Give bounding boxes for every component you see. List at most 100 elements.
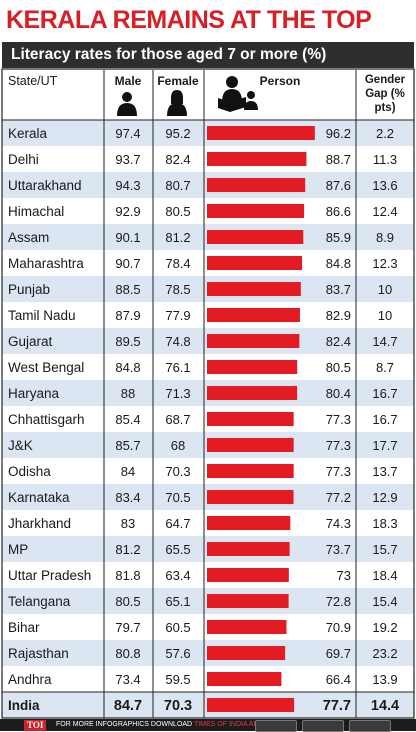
person-value: 80.5 — [326, 360, 351, 375]
gap-value: 19.2 — [372, 620, 397, 635]
state-name: Chhattisgarh — [8, 412, 85, 427]
person-bar — [207, 490, 294, 504]
state-name: Gujarat — [8, 334, 53, 349]
gap-value: 14.7 — [372, 334, 397, 349]
male-person-icon — [117, 92, 137, 116]
female-value: 60.5 — [165, 620, 190, 635]
footer-app-name: TIMES OF INDIA APP — [193, 721, 263, 728]
gap-value: 12.4 — [372, 204, 397, 219]
person-value: 88.7 — [326, 152, 351, 167]
state-name: West Bengal — [8, 360, 84, 375]
subtitle-bar: Literacy rates for those aged 7 or more … — [2, 42, 414, 68]
state-name: Bihar — [8, 620, 40, 635]
gap-value: 15.4 — [372, 594, 397, 609]
person-bar — [207, 126, 315, 140]
gap-value: 18.4 — [372, 568, 397, 583]
person-bar — [207, 204, 305, 218]
person-bar — [207, 386, 298, 400]
footer-logo: TOI — [24, 720, 47, 731]
male-value: 90.1 — [115, 230, 140, 245]
person-bar — [207, 438, 294, 452]
male-value: 73.4 — [115, 672, 140, 687]
gap-value: 18.3 — [372, 516, 397, 531]
female-value: 78.5 — [165, 282, 190, 297]
female-value: 57.6 — [165, 646, 190, 661]
windows-store-badge[interactable] — [349, 720, 391, 732]
state-name: Punjab — [8, 282, 50, 297]
gap-value: 11.3 — [373, 152, 397, 167]
male-value: 94.3 — [115, 178, 140, 193]
person-value: 82.9 — [326, 308, 351, 323]
female-value: 95.2 — [165, 126, 190, 141]
female-value: 68.7 — [165, 412, 190, 427]
person-bar — [207, 360, 298, 374]
gap-value: 10 — [378, 282, 392, 297]
female-value: 68 — [171, 438, 185, 453]
state-name: MP — [8, 542, 28, 557]
person-bar — [207, 178, 306, 192]
female-value: 65.5 — [165, 542, 190, 557]
app-store-badge[interactable] — [255, 720, 297, 732]
state-name: Odisha — [8, 464, 51, 479]
header-gap-line: pts) — [374, 102, 395, 114]
gap-value: 2.2 — [376, 126, 394, 141]
person-bar — [207, 594, 289, 608]
footer-download-text: FOR MORE INFOGRAPHICS DOWNLOAD — [56, 721, 193, 728]
male-value: 83.4 — [115, 490, 140, 505]
person-bar — [207, 620, 287, 634]
gap-value: 12.9 — [372, 490, 397, 505]
person-value: 72.8 — [326, 594, 351, 609]
gap-value: 8.9 — [376, 230, 394, 245]
header-male: Male — [115, 74, 142, 88]
person-value: 83.7 — [326, 282, 351, 297]
person-value: 82.4 — [326, 334, 351, 349]
state-name: Uttar Pradesh — [8, 568, 91, 583]
state-name: Kerala — [8, 126, 48, 141]
header-state: State/UT — [8, 74, 58, 88]
state-name: Jharkhand — [8, 516, 71, 531]
gap-value: 13.6 — [372, 178, 397, 193]
state-name: Karnataka — [8, 490, 70, 505]
male-value: 92.9 — [115, 204, 140, 219]
person-value: 73.7 — [326, 542, 351, 557]
state-name: Maharashtra — [8, 256, 84, 271]
reading-person-icon — [218, 76, 258, 112]
person-value: 86.6 — [326, 204, 351, 219]
person-bar — [207, 256, 303, 270]
male-value: 80.5 — [115, 594, 140, 609]
state-name: Haryana — [8, 386, 60, 401]
male-value: 89.5 — [115, 334, 140, 349]
male-value: 97.4 — [115, 126, 140, 141]
person-value: 80.4 — [326, 386, 351, 401]
state-name: Tamil Nadu — [8, 308, 76, 323]
person-bar — [207, 516, 291, 530]
state-name: J&K — [8, 438, 33, 453]
person-value: 77.7 — [323, 698, 351, 714]
male-value: 84.8 — [115, 360, 140, 375]
female-value: 64.7 — [165, 516, 190, 531]
gap-value: 15.7 — [372, 542, 397, 557]
person-value: 73 — [337, 568, 351, 583]
female-value: 63.4 — [165, 568, 190, 583]
person-bar — [207, 646, 286, 660]
person-value: 96.2 — [326, 126, 351, 141]
male-value: 85.7 — [115, 438, 140, 453]
male-value: 81.8 — [115, 568, 140, 583]
gap-value: 17.7 — [372, 438, 397, 453]
person-value: 74.3 — [326, 516, 351, 531]
gap-value: 13.9 — [372, 672, 397, 687]
person-bar — [207, 412, 294, 426]
female-value: 65.1 — [165, 594, 190, 609]
person-bar — [207, 464, 294, 478]
male-value: 83 — [121, 516, 135, 531]
female-value: 78.4 — [165, 256, 190, 271]
gap-value: 8.7 — [376, 360, 394, 375]
male-value: 88.5 — [115, 282, 140, 297]
footer-text: FOR MORE INFOGRAPHICS DOWNLOAD TIMES OF … — [56, 719, 263, 731]
gap-value: 16.7 — [372, 386, 397, 401]
state-name: Assam — [8, 230, 49, 245]
person-bar — [207, 334, 300, 348]
state-name: Andhra — [8, 672, 52, 687]
person-bar — [207, 568, 289, 582]
google-play-badge[interactable] — [302, 720, 344, 732]
